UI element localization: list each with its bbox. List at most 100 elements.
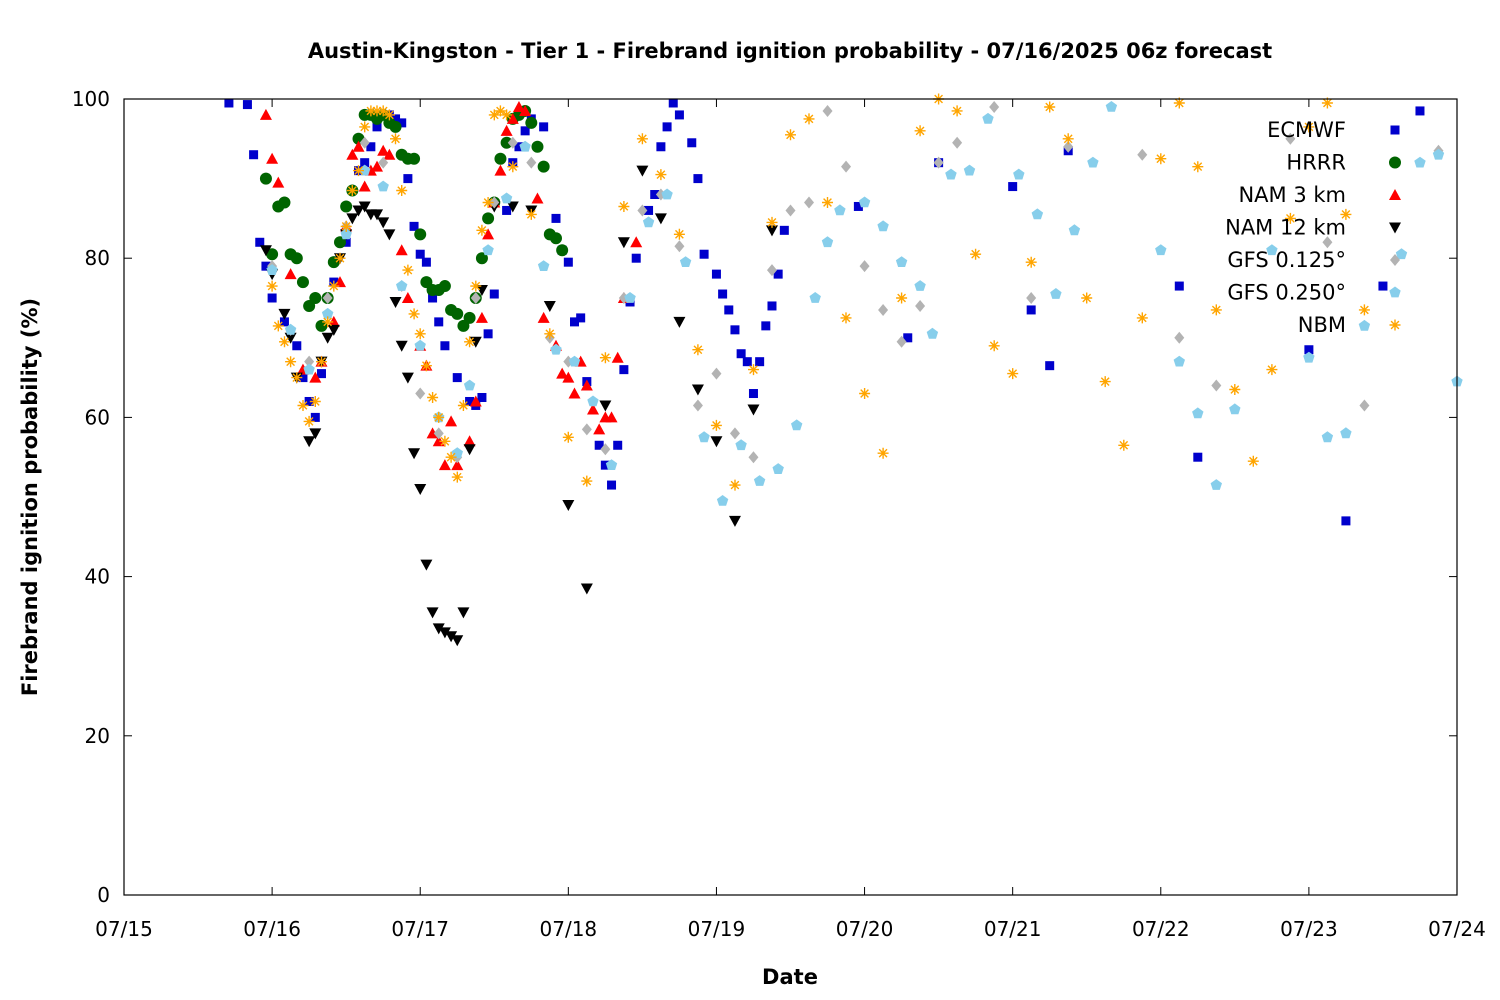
data-point xyxy=(396,185,408,196)
data-point xyxy=(711,367,722,380)
data-point xyxy=(1210,479,1222,490)
data-point xyxy=(877,447,889,459)
data-point xyxy=(600,443,611,456)
data-point xyxy=(340,228,352,240)
data-point xyxy=(673,316,686,328)
data-point xyxy=(457,607,470,619)
data-point xyxy=(507,161,519,173)
data-point xyxy=(593,423,606,435)
data-point xyxy=(434,317,444,327)
data-point xyxy=(742,357,752,367)
legend-marker xyxy=(1389,286,1401,298)
data-point xyxy=(549,232,562,245)
data-point xyxy=(408,448,421,460)
data-point xyxy=(259,108,272,120)
data-point xyxy=(650,190,660,200)
data-point xyxy=(537,311,550,323)
data-point xyxy=(1210,304,1222,316)
data-point xyxy=(483,329,493,339)
legend-marker xyxy=(1389,319,1401,331)
legend-marker xyxy=(1390,254,1400,266)
data-point xyxy=(803,113,815,125)
data-point xyxy=(613,440,623,450)
data-point xyxy=(438,627,451,639)
data-point xyxy=(1266,244,1278,256)
data-point xyxy=(840,312,852,324)
legend-label: HRRR xyxy=(1286,151,1346,175)
data-point xyxy=(309,292,322,304)
data-points xyxy=(224,93,1463,647)
data-point xyxy=(662,122,672,132)
data-point xyxy=(340,200,353,213)
legend-label: GFS 0.125° xyxy=(1227,248,1346,272)
data-point xyxy=(607,480,617,490)
data-point xyxy=(525,116,538,129)
data-point xyxy=(605,459,618,470)
data-point xyxy=(408,152,421,165)
data-point xyxy=(395,244,408,256)
data-point xyxy=(333,236,346,249)
data-point xyxy=(718,289,728,299)
data-point xyxy=(982,112,994,124)
data-point xyxy=(599,352,611,364)
data-point xyxy=(568,387,581,399)
legend-marker xyxy=(1390,125,1400,135)
data-point xyxy=(377,217,390,229)
data-point xyxy=(1284,212,1296,224)
data-point xyxy=(482,244,494,256)
data-point xyxy=(729,427,740,440)
data-point xyxy=(426,607,439,619)
data-point xyxy=(1025,256,1037,268)
data-point xyxy=(512,100,525,112)
x-tick-label: 07/21 xyxy=(984,917,1042,941)
data-point xyxy=(1031,208,1044,220)
data-point xyxy=(724,305,734,315)
data-point xyxy=(519,140,531,152)
data-point xyxy=(687,138,697,148)
x-tick-label: 07/22 xyxy=(1132,917,1190,941)
data-point xyxy=(728,515,741,527)
data-point xyxy=(451,447,463,459)
data-point xyxy=(692,399,703,412)
series-gfs-0-125- xyxy=(267,100,1444,464)
data-point xyxy=(1155,153,1167,165)
data-point xyxy=(433,427,444,440)
data-point xyxy=(804,196,815,209)
data-point xyxy=(372,122,382,132)
data-point xyxy=(284,323,297,335)
data-point xyxy=(1174,331,1185,344)
data-point xyxy=(489,289,499,299)
data-point xyxy=(426,427,439,439)
data-point xyxy=(1303,351,1315,363)
data-point xyxy=(766,264,777,277)
data-point xyxy=(477,393,487,402)
data-point xyxy=(1136,312,1148,324)
data-point xyxy=(748,451,759,464)
data-point xyxy=(327,324,340,336)
data-point xyxy=(346,185,358,196)
data-point xyxy=(371,105,383,117)
data-point xyxy=(334,252,346,264)
data-point xyxy=(1173,355,1185,367)
data-point xyxy=(1266,364,1278,376)
data-point xyxy=(475,311,488,323)
data-point xyxy=(494,164,507,176)
data-point xyxy=(470,280,482,292)
data-point xyxy=(309,396,321,407)
data-point xyxy=(895,256,908,267)
series-hrrr xyxy=(259,104,569,332)
data-point xyxy=(1432,148,1445,160)
data-point xyxy=(316,356,327,368)
data-point xyxy=(543,300,556,312)
data-point xyxy=(463,379,476,391)
data-point xyxy=(668,98,678,108)
data-point xyxy=(432,623,445,635)
data-point xyxy=(415,387,426,400)
data-point xyxy=(445,451,457,463)
series-gfs-0-250- xyxy=(266,101,1463,506)
data-point xyxy=(414,228,427,241)
data-point xyxy=(341,237,351,247)
data-point xyxy=(748,389,758,399)
data-point xyxy=(698,431,710,443)
data-point xyxy=(822,104,833,117)
